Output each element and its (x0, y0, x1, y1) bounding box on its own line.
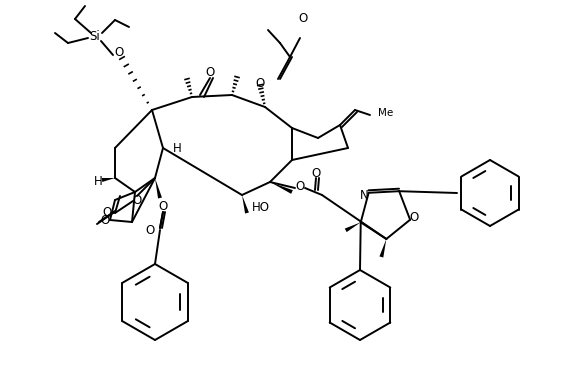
Text: N: N (360, 189, 369, 202)
Text: O: O (255, 76, 264, 89)
Text: O: O (100, 214, 109, 227)
Polygon shape (155, 178, 162, 199)
Text: Si: Si (89, 29, 100, 42)
Text: O: O (298, 11, 308, 24)
Text: O: O (295, 180, 304, 193)
Polygon shape (345, 222, 361, 232)
Polygon shape (380, 239, 386, 257)
Text: O: O (115, 45, 124, 58)
Polygon shape (101, 178, 115, 182)
Text: O: O (132, 194, 141, 207)
Text: HO: HO (252, 201, 270, 214)
Polygon shape (242, 195, 249, 214)
Text: O: O (158, 199, 168, 212)
Text: H: H (94, 175, 103, 188)
Text: O: O (145, 223, 154, 236)
Text: Me: Me (378, 108, 393, 118)
Text: H: H (173, 141, 182, 154)
Text: O: O (103, 206, 112, 219)
Text: O: O (205, 65, 215, 78)
Text: O: O (311, 167, 321, 180)
Text: O: O (409, 211, 419, 224)
Polygon shape (270, 182, 293, 194)
